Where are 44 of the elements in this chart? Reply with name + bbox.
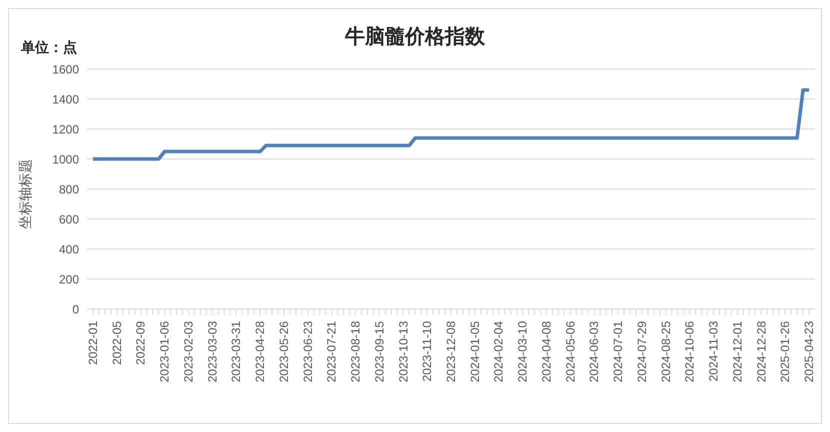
y-tick-label: 800 bbox=[58, 182, 80, 196]
x-tick-label: 2024-05-06 bbox=[563, 320, 578, 382]
x-tick-label: 2024-03-10 bbox=[516, 320, 530, 382]
x-tick-label: 2023-12-08 bbox=[444, 320, 458, 382]
x-tick-label: 2024-07-01 bbox=[611, 320, 626, 382]
x-tick-label: 2025-04-23 bbox=[802, 320, 816, 382]
x-tick-label: 2024-06-03 bbox=[587, 320, 602, 382]
x-tick-label: 2024-12-01 bbox=[730, 320, 744, 382]
y-tick-label: 200 bbox=[58, 272, 80, 286]
x-tick-label: 2023-05-26 bbox=[276, 320, 291, 382]
chart-title: 牛脑髓价格指数 bbox=[345, 26, 485, 48]
y-axis-title: 坐标轴标题 bbox=[17, 159, 34, 229]
x-tick-label: 2023-03-31 bbox=[229, 320, 244, 382]
x-tick-label: 2023-09-15 bbox=[372, 320, 386, 382]
x-tick-label: 2023-01-06 bbox=[158, 320, 172, 382]
x-tick-label: 2024-01-05 bbox=[468, 320, 482, 382]
x-tick-label: 2023-06-23 bbox=[300, 320, 315, 382]
x-tick-label: 2023-03-03 bbox=[205, 320, 220, 382]
y-tick-label: 600 bbox=[58, 212, 80, 226]
x-tick-label: 2025-01-26 bbox=[778, 320, 792, 382]
y-tick-label: 1400 bbox=[52, 92, 80, 106]
y-tick-label: 1200 bbox=[52, 122, 80, 136]
x-tick-label: 2024-08-25 bbox=[658, 320, 673, 382]
x-tick-label: 2024-04-08 bbox=[539, 320, 554, 382]
y-tick-label: 0 bbox=[72, 302, 80, 316]
x-tick-label: 2023-11-10 bbox=[420, 320, 434, 382]
x-tick-label: 2024-02-04 bbox=[492, 320, 506, 382]
line-series bbox=[91, 88, 811, 161]
x-tick-label: 2023-04-28 bbox=[253, 320, 268, 382]
x-tick-label: 2024-10-06 bbox=[682, 320, 697, 382]
x-tick-label: 2024-07-29 bbox=[634, 320, 649, 382]
x-tick-label: 2022-01 bbox=[86, 320, 100, 366]
x-tick-label: 2023-08-18 bbox=[348, 320, 363, 382]
x-tick-label: 2024-11-03 bbox=[706, 320, 721, 382]
y-tick-label: 400 bbox=[58, 242, 80, 256]
x-tick-label: 2023-10-13 bbox=[396, 320, 410, 382]
text: 单位：点 bbox=[21, 39, 77, 57]
x-tick-label: 2024-12-28 bbox=[754, 320, 768, 382]
x-tick-label: 2023-02-03 bbox=[181, 320, 196, 382]
x-tick-label: 2022-05 bbox=[110, 320, 124, 366]
y-tick-label: 1000 bbox=[52, 152, 80, 166]
y-tick-label: 1600 bbox=[52, 62, 80, 76]
x-tick-label: 2023-07-21 bbox=[324, 320, 339, 382]
x-tick-label: 2022-09 bbox=[134, 320, 148, 366]
